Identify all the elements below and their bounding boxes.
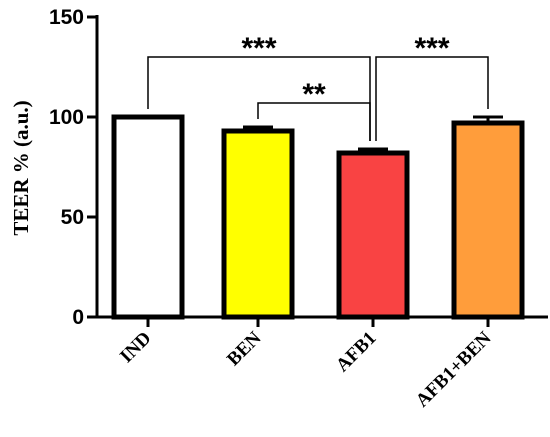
bar-ben xyxy=(221,128,295,320)
x-tick-label-afb1: AFB1 xyxy=(332,328,380,376)
y-tick-label-50: 50 xyxy=(61,206,84,229)
significance-label-1: ** xyxy=(302,78,326,111)
x-tick-label-ind: IND xyxy=(116,328,155,367)
y-axis-title: TEER % (a.u.) xyxy=(9,100,33,235)
x-tick-label-ben: BEN xyxy=(223,327,266,370)
bar-afb1-ben xyxy=(451,120,525,320)
bar-ind xyxy=(111,114,185,320)
significance-group: ******** xyxy=(147,32,489,141)
significance-bracket-0 xyxy=(147,56,371,141)
error-bars-group xyxy=(243,115,503,153)
x-tick-label-afb1-ben: AFB1+BEN xyxy=(412,327,496,411)
bars-group xyxy=(111,114,525,320)
significance-bracket-1 xyxy=(257,102,371,141)
significance-bracket-2 xyxy=(375,56,489,141)
significance-label-0: *** xyxy=(241,32,276,65)
bar-afb1 xyxy=(336,150,410,320)
significance-label-2: *** xyxy=(414,32,449,65)
y-tick-label-100: 100 xyxy=(49,106,84,129)
y-tick-label-150: 150 xyxy=(49,6,84,29)
y-tick-label-0: 0 xyxy=(72,306,84,329)
